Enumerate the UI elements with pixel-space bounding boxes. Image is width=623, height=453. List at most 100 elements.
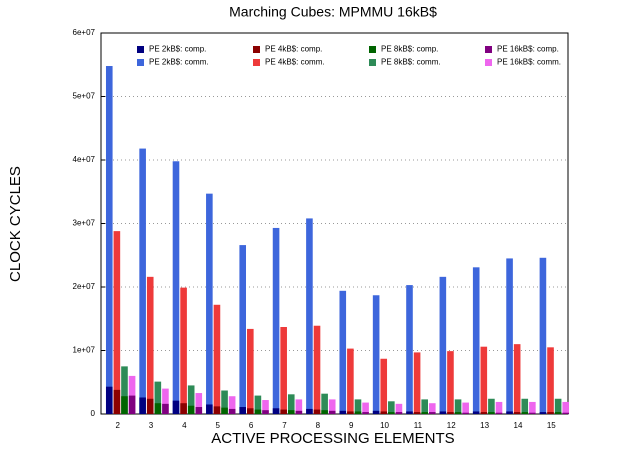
bar: [321, 410, 328, 414]
bar: [239, 407, 247, 414]
x-tick-label: 3: [149, 421, 154, 430]
bar: [480, 346, 488, 414]
bar: [121, 366, 128, 414]
bar: [413, 352, 421, 414]
y-tick-label: 1e+07: [73, 346, 96, 355]
y-tick-label: 0: [91, 409, 96, 418]
bar: [254, 409, 262, 414]
bar: [554, 398, 562, 414]
bar: [428, 403, 436, 414]
bar: [239, 245, 247, 414]
bar: [247, 408, 254, 414]
bar: [295, 399, 303, 414]
bar: [154, 381, 162, 414]
bar: [339, 410, 347, 414]
bar: [206, 193, 213, 414]
bar: [295, 410, 303, 414]
bar: [406, 411, 413, 414]
bar: [254, 395, 262, 414]
bar: [462, 412, 469, 414]
bar: [105, 386, 113, 414]
bar: [328, 410, 336, 414]
bar: [447, 351, 454, 414]
bar: [354, 399, 362, 414]
bar: [506, 258, 513, 414]
bar: [139, 397, 146, 414]
bar: [154, 403, 162, 414]
legend-label: PE 4kB$: comm.: [265, 58, 325, 67]
x-tick-label: 4: [182, 421, 187, 430]
bar: [539, 257, 547, 414]
bar: [506, 411, 513, 414]
bar: [162, 388, 169, 414]
bar: [388, 401, 395, 414]
y-tick-label: 6e+07: [73, 28, 96, 37]
bar: [306, 218, 313, 414]
bar: [213, 304, 221, 414]
legend-label: PE 8kB$: comp.: [381, 45, 438, 54]
x-tick-label: 10: [380, 421, 389, 430]
bar: [562, 401, 570, 414]
bar: [139, 148, 146, 414]
bar: [347, 411, 354, 414]
y-tick-label: 5e+07: [73, 92, 96, 101]
bar: [529, 412, 536, 414]
bar: [146, 276, 154, 414]
bar: [380, 358, 388, 414]
bar: [262, 400, 269, 414]
bar: [421, 412, 428, 414]
bar: [262, 410, 269, 414]
bar: [388, 412, 395, 414]
legend-label: PE 16kB$: comp.: [497, 45, 559, 54]
bar: [113, 389, 121, 414]
bar: [406, 285, 413, 414]
legend-label: PE 8kB$: comm.: [381, 58, 441, 67]
bar: [272, 408, 280, 414]
x-tick-label: 8: [316, 421, 321, 430]
x-tick-label: 7: [282, 421, 287, 430]
legend-swatch: [485, 46, 492, 53]
legend-label: PE 16kB$: comm.: [497, 58, 561, 67]
x-tick-label: 5: [216, 421, 221, 430]
bar: [372, 410, 380, 414]
bar: [128, 375, 136, 414]
legend-swatch: [369, 59, 376, 66]
bar: [547, 412, 554, 414]
bar: [146, 398, 154, 414]
bar: [462, 402, 469, 414]
bar: [521, 412, 529, 414]
bar: [195, 407, 203, 414]
x-tick-label: 14: [514, 421, 523, 430]
bar: [395, 403, 403, 414]
bar: [454, 399, 462, 414]
bar: [513, 344, 521, 414]
x-tick-label: 9: [349, 421, 354, 430]
legend-label: PE 2kB$: comp.: [149, 45, 206, 54]
bar: [521, 398, 529, 414]
bar: [187, 385, 195, 414]
bar: [495, 401, 503, 414]
bar: [280, 327, 287, 414]
bar: [488, 412, 495, 414]
bar: [195, 393, 203, 414]
bar: [447, 412, 454, 414]
bar: [347, 348, 354, 414]
bar: [380, 411, 388, 414]
bar: [228, 396, 236, 414]
y-tick-label: 2e+07: [73, 282, 96, 291]
bar: [480, 412, 488, 414]
bar: [187, 405, 195, 414]
y-axis-label: CLOCK CYCLES: [7, 166, 24, 282]
x-tick-label: 13: [480, 421, 489, 430]
bar: [513, 412, 521, 414]
bar: [439, 411, 447, 414]
legend-swatch: [369, 46, 376, 53]
bar: [395, 412, 403, 414]
bar: [362, 402, 369, 414]
bar: [247, 328, 254, 414]
bar: [472, 267, 480, 414]
bar: [306, 408, 313, 414]
bar: [206, 404, 213, 414]
bar: [529, 401, 536, 414]
